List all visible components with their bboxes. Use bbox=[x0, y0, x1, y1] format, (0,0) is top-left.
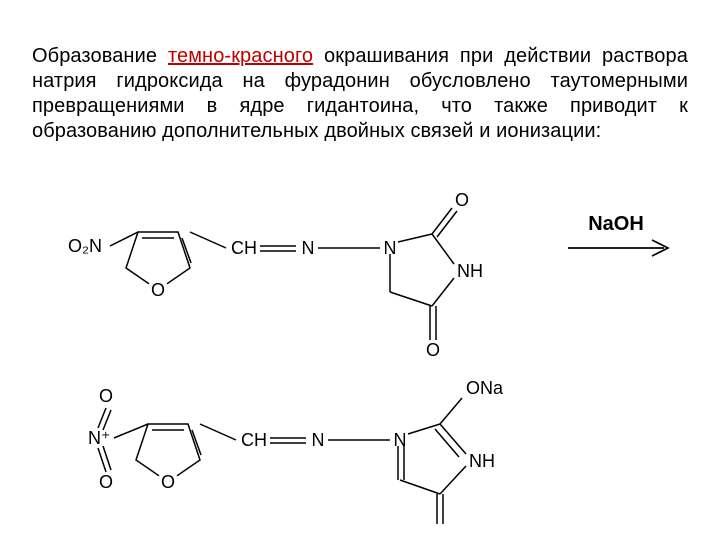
structure-top: O₂N O CH N N bbox=[68, 190, 668, 360]
label-reagent: NaOH bbox=[588, 213, 644, 235]
reaction-svg: O₂N O CH N N bbox=[32, 164, 688, 524]
label-o-down-bottom: O bbox=[99, 472, 113, 492]
label-furan-o-top: O bbox=[151, 280, 165, 300]
label-nitro: O₂N bbox=[68, 236, 102, 256]
label-ch-bottom: CH bbox=[241, 430, 267, 450]
label-o-up-bottom: O bbox=[99, 386, 113, 406]
para-highlight: темно-красного bbox=[168, 45, 313, 67]
label-furan-o-bottom: O bbox=[161, 472, 175, 492]
intro-paragraph: Образование темно-красного окрашивания п… bbox=[32, 44, 688, 144]
label-o-top-top: O bbox=[455, 190, 469, 210]
label-nh-top: NH bbox=[457, 261, 483, 281]
label-n-imine-bottom: N bbox=[312, 430, 325, 450]
label-o-bottom-top: O bbox=[426, 340, 440, 360]
label-nh-bottom: NH bbox=[469, 451, 495, 471]
para-text-1: Образование bbox=[32, 45, 168, 67]
label-ona: ONa bbox=[466, 378, 504, 398]
label-n-imine-top: N bbox=[302, 238, 315, 258]
structure-bottom: O N⁺ O O CH N N bbox=[88, 378, 504, 524]
label-ch-top: CH bbox=[231, 238, 257, 258]
label-nplus-bottom: N⁺ bbox=[88, 428, 111, 448]
reaction-scheme: O₂N O CH N N bbox=[32, 164, 688, 524]
